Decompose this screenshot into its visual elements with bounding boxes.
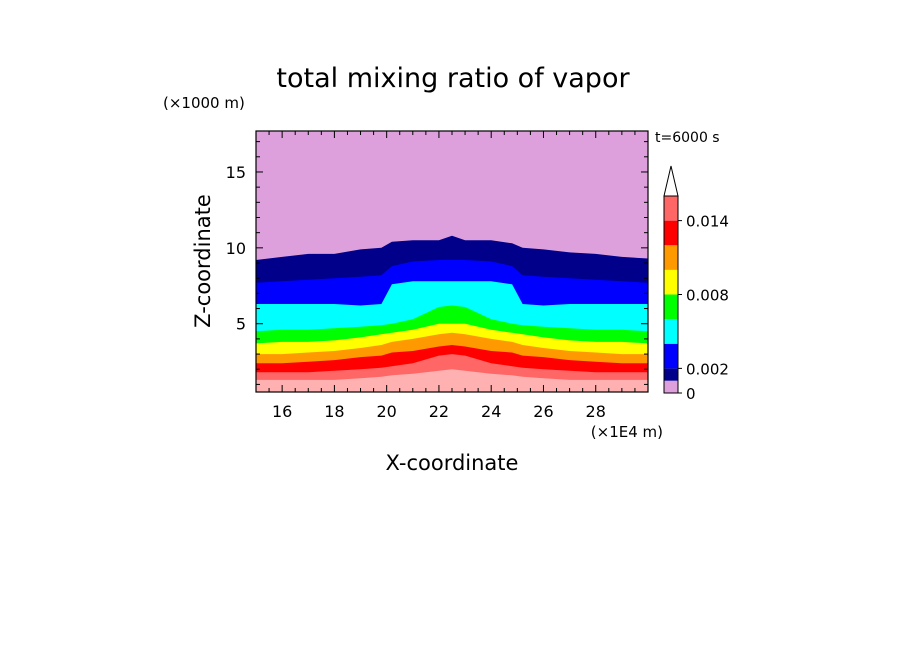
x-tick-label: 28 <box>586 402 606 421</box>
x-tick-label: 22 <box>429 402 449 421</box>
colorbar-swatch <box>664 294 678 320</box>
y-axis-label: Z-coordinate <box>191 194 215 328</box>
colorbar-swatch <box>664 196 678 221</box>
colorbar-extend-arrow <box>663 165 679 197</box>
y-tick-label: 10 <box>226 239 246 258</box>
plot-area <box>255 130 649 393</box>
chart-title: total mixing ratio of vapor <box>276 63 630 94</box>
x-tick-label: 20 <box>376 402 396 421</box>
colorbar-swatch <box>664 380 678 393</box>
colorbar-swatch <box>664 269 678 295</box>
y-tick-label: 15 <box>226 163 246 182</box>
contour-bands <box>256 131 648 392</box>
colorbar: 0 0.002 0.008 0.014 <box>663 165 729 403</box>
colorbar-swatch <box>664 245 678 270</box>
x-axis-ticks: 16 18 20 22 24 26 28 <box>255 131 649 421</box>
x-axis-label: X-coordinate <box>386 451 519 475</box>
colorbar-tick-label: 0.008 <box>686 287 729 305</box>
x-unit-label: (×1E4 m) <box>591 423 663 441</box>
colorbar-swatch <box>664 368 678 381</box>
y-tick-label: 5 <box>236 315 246 334</box>
colorbar-swatch <box>664 319 678 344</box>
y-axis-ticks: 5 10 15 <box>226 141 648 385</box>
x-tick-label: 16 <box>272 402 292 421</box>
colorbar-tick-label: 0 <box>686 385 696 403</box>
x-tick-label: 26 <box>533 402 553 421</box>
colorbar-tick-label: 0.002 <box>686 360 729 378</box>
colorbar-tick-label: 0.014 <box>686 213 729 231</box>
colorbar-swatch <box>664 343 678 369</box>
x-tick-label: 18 <box>324 402 344 421</box>
y-unit-label: (×1000 m) <box>163 94 245 112</box>
time-label: t=6000 s <box>655 130 720 146</box>
colorbar-swatch <box>664 220 678 246</box>
x-tick-label: 24 <box>481 402 501 421</box>
band-level-9 <box>256 369 648 392</box>
